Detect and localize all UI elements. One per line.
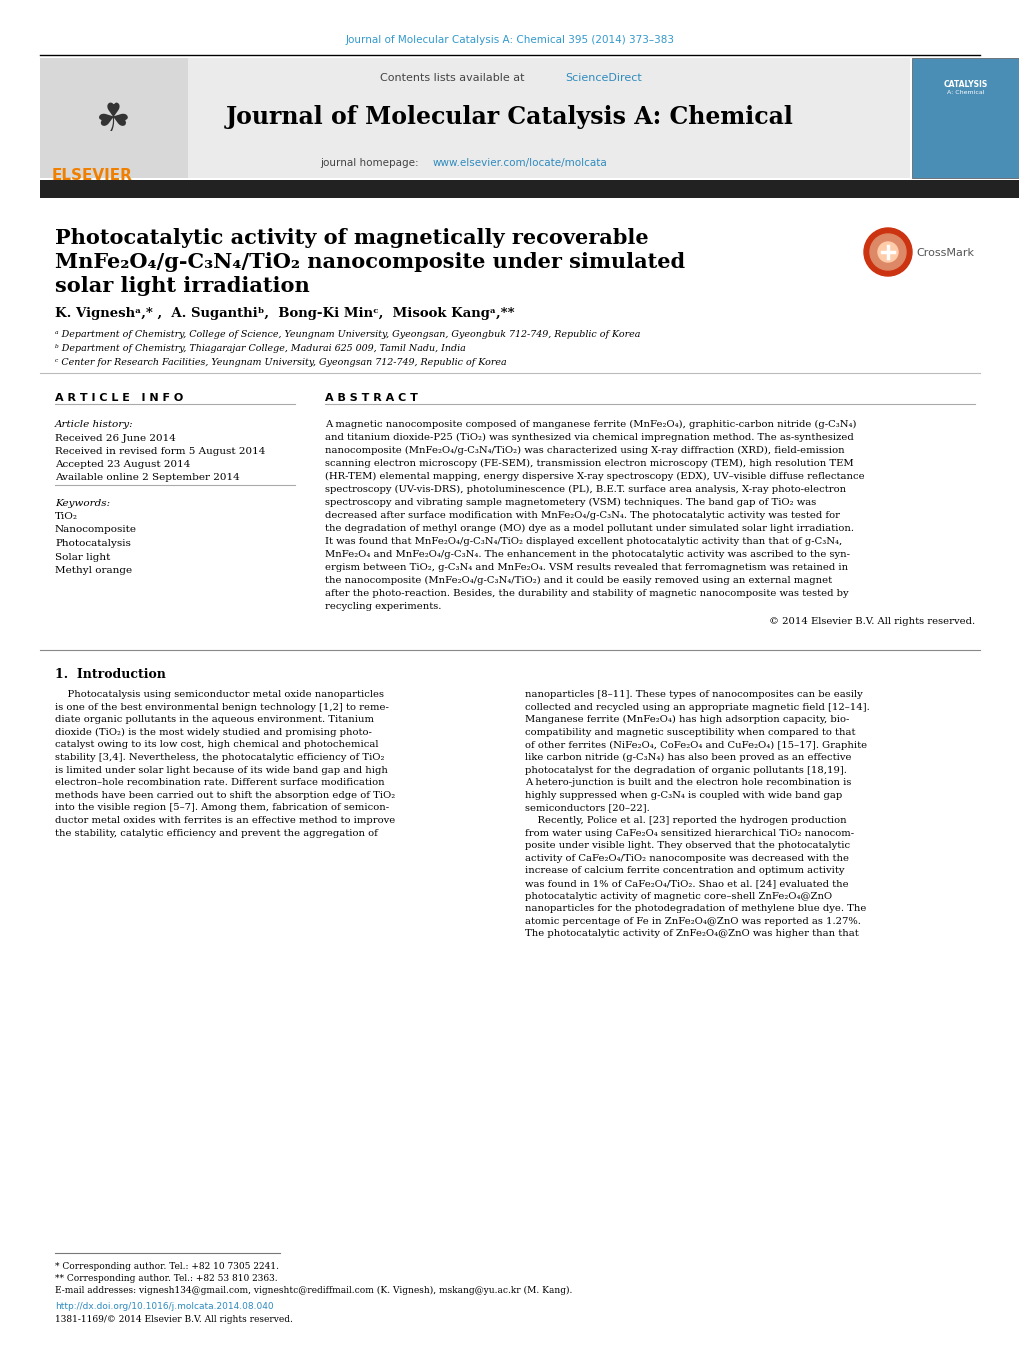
Text: ELSEVIER: ELSEVIER [52, 168, 132, 182]
Text: collected and recycled using an appropriate magnetic field [12–14].: collected and recycled using an appropri… [525, 703, 869, 712]
Text: methods have been carried out to shift the absorption edge of TiO₂: methods have been carried out to shift t… [55, 790, 395, 800]
Text: into the visible region [5–7]. Among them, fabrication of semicon-: into the visible region [5–7]. Among the… [55, 804, 388, 812]
Text: the degradation of methyl orange (MO) dye as a model pollutant under simulated s: the degradation of methyl orange (MO) dy… [325, 524, 853, 534]
Text: ᶜ Center for Research Facilities, Yeungnam University, Gyeongsan 712-749, Republ: ᶜ Center for Research Facilities, Yeungn… [55, 358, 506, 367]
Text: E-mail addresses: vignesh134@gmail.com, vigneshtc@rediffmail.com (K. Vignesh), m: E-mail addresses: vignesh134@gmail.com, … [55, 1286, 572, 1296]
Text: scanning electron microscopy (FE-SEM), transmission electron microscopy (TEM), h: scanning electron microscopy (FE-SEM), t… [325, 459, 853, 469]
Text: photocatalyst for the degradation of organic pollutants [18,19].: photocatalyst for the degradation of org… [525, 766, 846, 774]
Text: and titanium dioxide-P25 (TiO₂) was synthesized via chemical impregnation method: and titanium dioxide-P25 (TiO₂) was synt… [325, 434, 853, 442]
Text: stability [3,4]. Nevertheless, the photocatalytic efficiency of TiO₂: stability [3,4]. Nevertheless, the photo… [55, 753, 384, 762]
Text: dioxide (TiO₂) is the most widely studied and promising photo-: dioxide (TiO₂) is the most widely studie… [55, 728, 372, 736]
Text: spectroscopy and vibrating sample magnetometery (VSM) techniques. The band gap o: spectroscopy and vibrating sample magnet… [325, 499, 815, 507]
Circle shape [877, 242, 897, 262]
Text: TiO₂: TiO₂ [55, 512, 77, 521]
Text: K. Vigneshᵃ,* ,  A. Suganthiᵇ,  Bong-Ki Minᶜ,  Misook Kangᵃ,**: K. Vigneshᵃ,* , A. Suganthiᵇ, Bong-Ki Mi… [55, 307, 515, 320]
Circle shape [869, 234, 905, 270]
Text: ergism between TiO₂, g-C₃N₄ and MnFe₂O₄. VSM results revealed that ferromagnetis: ergism between TiO₂, g-C₃N₄ and MnFe₂O₄.… [325, 563, 847, 571]
Text: A: Chemical: A: Chemical [947, 91, 983, 95]
Text: A B S T R A C T: A B S T R A C T [325, 393, 418, 403]
Text: atomic percentage of Fe in ZnFe₂O₄@ZnO was reported as 1.27%.: atomic percentage of Fe in ZnFe₂O₄@ZnO w… [525, 917, 860, 925]
Text: Contents lists available at: Contents lists available at [380, 73, 528, 82]
Bar [40, 58, 187, 178]
Text: highly suppressed when g-C₃N₄ is coupled with wide band gap: highly suppressed when g-C₃N₄ is coupled… [525, 790, 842, 800]
Text: Photocatalysis using semiconductor metal oxide nanoparticles: Photocatalysis using semiconductor metal… [55, 690, 383, 698]
Text: posite under visible light. They observed that the photocatalytic: posite under visible light. They observe… [525, 842, 849, 850]
Text: nanoparticles [8–11]. These types of nanocomposites can be easily: nanoparticles [8–11]. These types of nan… [525, 690, 862, 698]
Text: nanoparticles for the photodegradation of methylene blue dye. The: nanoparticles for the photodegradation o… [525, 904, 865, 913]
Text: recycling experiments.: recycling experiments. [325, 603, 441, 611]
Text: like carbon nitride (g-C₃N₄) has also been proved as an effective: like carbon nitride (g-C₃N₄) has also be… [525, 753, 851, 762]
Bar [40, 180, 1019, 199]
Text: A hetero-junction is built and the electron hole recombination is: A hetero-junction is built and the elect… [525, 778, 851, 788]
Text: of other ferrites (NiFe₂O₄, CoFe₂O₄ and CuFe₂O₄) [15–17]. Graphite: of other ferrites (NiFe₂O₄, CoFe₂O₄ and … [525, 740, 866, 750]
Text: Recently, Police et al. [23] reported the hydrogen production: Recently, Police et al. [23] reported th… [525, 816, 846, 825]
Bar [911, 58, 1019, 178]
Text: the stability, catalytic efficiency and prevent the aggregation of: the stability, catalytic efficiency and … [55, 828, 377, 838]
Text: Nanocomposite: Nanocomposite [55, 526, 137, 535]
Text: the nanocomposite (MnFe₂O₄/g-C₃N₄/TiO₂) and it could be easily removed using an : the nanocomposite (MnFe₂O₄/g-C₃N₄/TiO₂) … [325, 576, 832, 585]
Text: (HR-TEM) elemental mapping, energy dispersive X-ray spectroscopy (EDX), UV–visib: (HR-TEM) elemental mapping, energy dispe… [325, 471, 864, 481]
Text: MnFe₂O₄/g-C₃N₄/TiO₂ nanocomposite under simulated: MnFe₂O₄/g-C₃N₄/TiO₂ nanocomposite under … [55, 253, 685, 272]
Text: A magnetic nanocomposite composed of manganese ferrite (MnFe₂O₄), graphitic-carb: A magnetic nanocomposite composed of man… [325, 420, 856, 430]
Text: CrossMark: CrossMark [915, 249, 973, 258]
Text: increase of calcium ferrite concentration and optimum activity: increase of calcium ferrite concentratio… [525, 866, 844, 875]
Text: http://dx.doi.org/10.1016/j.molcata.2014.08.040: http://dx.doi.org/10.1016/j.molcata.2014… [55, 1302, 273, 1310]
Text: © 2014 Elsevier B.V. All rights reserved.: © 2014 Elsevier B.V. All rights reserved… [768, 617, 974, 626]
Text: from water using CaFe₂O₄ sensitized hierarchical TiO₂ nanocom-: from water using CaFe₂O₄ sensitized hier… [525, 828, 853, 838]
Text: journal homepage:: journal homepage: [320, 158, 422, 168]
Text: semiconductors [20–22].: semiconductors [20–22]. [525, 804, 649, 812]
Text: diate organic pollutants in the aqueous environment. Titanium: diate organic pollutants in the aqueous … [55, 715, 374, 724]
Text: Journal of Molecular Catalysis A: Chemical: Journal of Molecular Catalysis A: Chemic… [226, 105, 793, 128]
Text: ᵃ Department of Chemistry, College of Science, Yeungnam University, Gyeongsan, G: ᵃ Department of Chemistry, College of Sc… [55, 330, 640, 339]
Text: The photocatalytic activity of ZnFe₂O₄@ZnO was higher than that: The photocatalytic activity of ZnFe₂O₄@Z… [525, 929, 858, 939]
Text: A R T I C L E   I N F O: A R T I C L E I N F O [55, 393, 183, 403]
Text: photocatalytic activity of magnetic core–shell ZnFe₂O₄@ZnO: photocatalytic activity of magnetic core… [525, 892, 832, 901]
Text: Keywords:: Keywords: [55, 499, 110, 508]
Text: is limited under solar light because of its wide band gap and high: is limited under solar light because of … [55, 766, 387, 774]
Text: compatibility and magnetic susceptibility when compared to that: compatibility and magnetic susceptibilit… [525, 728, 855, 736]
Text: activity of CaFe₂O₄/TiO₂ nanocomposite was decreased with the: activity of CaFe₂O₄/TiO₂ nanocomposite w… [525, 854, 848, 863]
Text: after the photo-reaction. Besides, the durability and stability of magnetic nano: after the photo-reaction. Besides, the d… [325, 589, 848, 598]
Text: Available online 2 September 2014: Available online 2 September 2014 [55, 473, 239, 482]
Text: is one of the best environmental benign technology [1,2] to reme-: is one of the best environmental benign … [55, 703, 388, 712]
Bar [40, 58, 909, 178]
Text: ☘: ☘ [96, 101, 130, 139]
Text: www.elsevier.com/locate/molcata: www.elsevier.com/locate/molcata [433, 158, 607, 168]
Text: ScienceDirect: ScienceDirect [565, 73, 641, 82]
Text: spectroscopy (UV-vis-DRS), photoluminescence (PL), B.E.T. surface area analysis,: spectroscopy (UV-vis-DRS), photoluminesc… [325, 485, 846, 494]
Text: decreased after surface modification with MnFe₂O₄/g-C₃N₄. The photocatalytic act: decreased after surface modification wit… [325, 511, 840, 520]
Text: was found in 1% of CaFe₂O₄/TiO₂. Shao et al. [24] evaluated the: was found in 1% of CaFe₂O₄/TiO₂. Shao et… [525, 880, 848, 888]
Text: Photocatalysis: Photocatalysis [55, 539, 130, 549]
Text: Photocatalytic activity of magnetically recoverable: Photocatalytic activity of magnetically … [55, 228, 648, 249]
Text: ** Corresponding author. Tel.: +82 53 810 2363.: ** Corresponding author. Tel.: +82 53 81… [55, 1274, 277, 1283]
Text: 1.  Introduction: 1. Introduction [55, 667, 166, 681]
Text: solar light irradiation: solar light irradiation [55, 276, 310, 296]
Text: It was found that MnFe₂O₄/g-C₃N₄/TiO₂ displayed excellent photocatalytic activit: It was found that MnFe₂O₄/g-C₃N₄/TiO₂ di… [325, 536, 842, 546]
Text: Accepted 23 August 2014: Accepted 23 August 2014 [55, 459, 191, 469]
Text: MnFe₂O₄ and MnFe₂O₄/g-C₃N₄. The enhancement in the photocatalytic activity was a: MnFe₂O₄ and MnFe₂O₄/g-C₃N₄. The enhancem… [325, 550, 849, 559]
Text: CATALYSIS: CATALYSIS [943, 80, 987, 89]
Text: electron–hole recombination rate. Different surface modification: electron–hole recombination rate. Differ… [55, 778, 384, 788]
Text: catalyst owing to its low cost, high chemical and photochemical: catalyst owing to its low cost, high che… [55, 740, 378, 750]
Text: Manganese ferrite (MnFe₂O₄) has high adsorption capacity, bio-: Manganese ferrite (MnFe₂O₄) has high ads… [525, 715, 849, 724]
Text: Journal of Molecular Catalysis A: Chemical 395 (2014) 373–383: Journal of Molecular Catalysis A: Chemic… [345, 35, 674, 45]
Text: Solar light: Solar light [55, 553, 110, 562]
Text: Methyl orange: Methyl orange [55, 566, 132, 576]
Text: Article history:: Article history: [55, 420, 133, 430]
Text: 1381-1169/© 2014 Elsevier B.V. All rights reserved.: 1381-1169/© 2014 Elsevier B.V. All right… [55, 1315, 292, 1324]
Text: ductor metal oxides with ferrites is an effective method to improve: ductor metal oxides with ferrites is an … [55, 816, 395, 825]
Text: * Corresponding author. Tel.: +82 10 7305 2241.: * Corresponding author. Tel.: +82 10 730… [55, 1262, 279, 1271]
Text: Received 26 June 2014: Received 26 June 2014 [55, 434, 175, 443]
Text: nanocomposite (MnFe₂O₄/g-C₃N₄/TiO₂) was characterized using X-ray diffraction (X: nanocomposite (MnFe₂O₄/g-C₃N₄/TiO₂) was … [325, 446, 844, 455]
Circle shape [863, 228, 911, 276]
Text: ᵇ Department of Chemistry, Thiagarajar College, Madurai 625 009, Tamil Nadu, Ind: ᵇ Department of Chemistry, Thiagarajar C… [55, 345, 466, 353]
Text: Received in revised form 5 August 2014: Received in revised form 5 August 2014 [55, 447, 265, 457]
